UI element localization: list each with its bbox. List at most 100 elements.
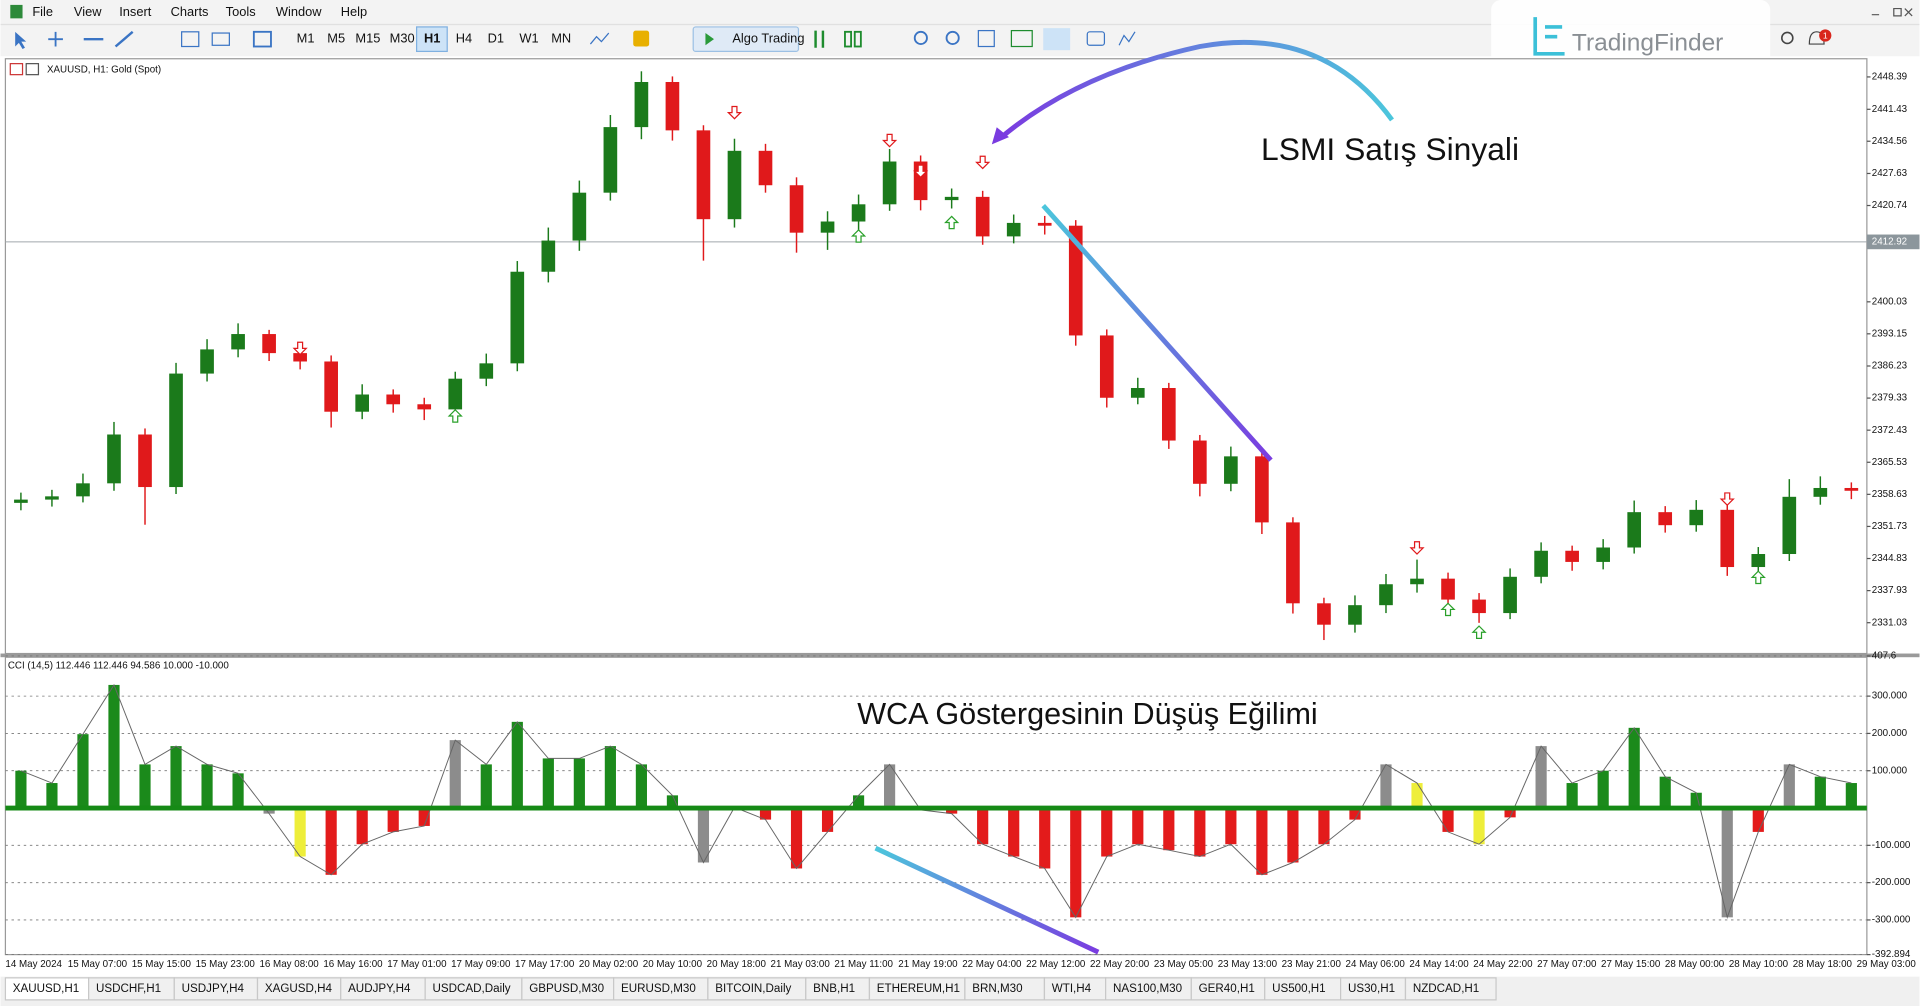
money-tool[interactable] xyxy=(633,30,650,47)
tab-label[interactable]: GER40,H1 xyxy=(1199,982,1255,995)
y-tick-label: 200.000 xyxy=(1872,728,1908,739)
cci-bar xyxy=(1628,727,1640,809)
cci-bar xyxy=(1163,808,1175,851)
y-tick-label: 2331.03 xyxy=(1872,617,1908,628)
x-tick-label: 20 May 18:00 xyxy=(707,959,767,970)
timeframe-button[interactable]: M5 xyxy=(327,31,345,46)
cci-bar xyxy=(325,808,337,875)
cci-bar xyxy=(77,734,89,809)
sell-signal xyxy=(1719,492,1735,507)
tab-label[interactable]: XAGUSD,H4 xyxy=(265,982,333,995)
cci-bar xyxy=(821,808,834,832)
tab-label[interactable]: US30,H1 xyxy=(1348,982,1395,995)
notification-count: 1 xyxy=(1823,30,1828,40)
cci-bar xyxy=(201,764,213,809)
object-tool[interactable] xyxy=(252,30,272,48)
menu-item[interactable]: Tools xyxy=(226,4,256,19)
indicator-tool[interactable] xyxy=(589,32,610,45)
candle-body xyxy=(758,150,773,186)
sell-signal xyxy=(913,164,929,179)
y-tick-label: -200.000 xyxy=(1872,877,1911,888)
x-tick-label: 16 May 16:00 xyxy=(323,959,383,970)
menu-item[interactable]: File xyxy=(32,4,53,19)
cci-bar xyxy=(263,808,275,814)
grid-tool[interactable] xyxy=(977,29,995,48)
screenshot-tool[interactable] xyxy=(1086,31,1106,46)
tab-label[interactable]: AUDJPY,H4 xyxy=(348,982,411,995)
cci-bar xyxy=(1287,808,1299,863)
cci-bar xyxy=(170,746,182,809)
bar-chart-tool[interactable] xyxy=(814,30,825,48)
x-tick-label: 17 May 01:00 xyxy=(387,959,447,970)
candle-body xyxy=(107,434,121,484)
trendline-tool[interactable] xyxy=(114,30,134,48)
cci-bar xyxy=(1256,808,1268,875)
tab-label[interactable]: ETHEREUM,H1 xyxy=(877,982,960,995)
toolbar: M1 M5 M15 M30 H1 H4 D1 W1 MN xyxy=(15,7,1913,53)
shapes-tool[interactable] xyxy=(211,32,230,46)
y-tick-label: -300.000 xyxy=(1872,915,1911,926)
tab-label[interactable]: NAS100,M30 xyxy=(1113,982,1182,995)
cci-bar xyxy=(852,795,865,809)
templates-tool[interactable] xyxy=(1118,31,1136,46)
timeframe-button[interactable]: M30 xyxy=(390,31,415,46)
tab-label[interactable]: USDJPY,H4 xyxy=(182,982,245,995)
tab[interactable] xyxy=(1404,977,1497,1001)
tab-label[interactable]: GBPUSD,M30 xyxy=(529,982,604,995)
candle-tool[interactable] xyxy=(853,30,862,48)
tab-label[interactable]: XAUUSD,H1 xyxy=(13,982,79,995)
candle-body xyxy=(1813,487,1828,497)
tab-label[interactable]: NZDCAD,H1 xyxy=(1413,982,1479,995)
autoscroll-tool[interactable] xyxy=(1043,28,1071,51)
candle-body xyxy=(1658,512,1673,526)
timeframe-button[interactable]: M1 xyxy=(297,31,315,46)
window-controls[interactable] xyxy=(1871,7,1913,17)
cci-bar xyxy=(46,783,58,809)
tab-label[interactable]: BITCOIN,Daily xyxy=(715,982,791,995)
cci-bar xyxy=(635,764,647,809)
x-tick-label: 17 May 09:00 xyxy=(451,959,511,970)
x-tick-label: 22 May 04:00 xyxy=(962,959,1022,970)
algo-trading-label[interactable]: Algo Trading xyxy=(732,31,804,46)
tab-label[interactable]: USDCHF,H1 xyxy=(96,982,161,995)
zoom-in[interactable] xyxy=(913,30,928,45)
candle-body xyxy=(1224,456,1238,484)
tab-label[interactable]: BNB,H1 xyxy=(813,982,855,995)
x-tick-label: 21 May 03:00 xyxy=(771,959,831,970)
menu-item[interactable]: Charts xyxy=(171,4,209,19)
x-tick-label: 15 May 15:00 xyxy=(132,959,192,970)
menu-item[interactable]: Insert xyxy=(119,4,152,19)
cci-bar xyxy=(1442,808,1454,832)
buy-signal xyxy=(850,229,867,243)
buy-signal xyxy=(1471,625,1487,639)
menu-item[interactable]: Window xyxy=(276,4,322,19)
candle-body xyxy=(696,130,711,220)
timeframe-button[interactable]: H1 xyxy=(424,31,440,46)
search-icon[interactable] xyxy=(1781,31,1794,45)
cursor-tool[interactable] xyxy=(15,31,27,49)
tab-label[interactable]: US500,H1 xyxy=(1272,982,1326,995)
candle-body xyxy=(417,404,432,410)
menu-item[interactable]: Help xyxy=(341,4,367,19)
x-tick-label: 17 May 17:00 xyxy=(515,959,575,970)
cci-bar xyxy=(1101,808,1113,857)
tab-label[interactable]: USDCAD,Daily xyxy=(433,982,511,995)
crosshair-tool[interactable] xyxy=(48,31,63,47)
tab-label[interactable]: WTI,H4 xyxy=(1052,982,1092,995)
tab-label[interactable]: EURUSD,M30 xyxy=(621,982,696,995)
y-tick-label: 100.000 xyxy=(1872,765,1908,776)
candle-tool[interactable] xyxy=(844,30,852,48)
algo-trading-button[interactable] xyxy=(692,26,800,53)
candle-body xyxy=(1627,512,1642,548)
channel-tool[interactable] xyxy=(181,31,200,48)
menu-item[interactable]: View xyxy=(74,4,102,19)
timeframe-button[interactable]: M15 xyxy=(355,31,380,46)
zoom-out[interactable] xyxy=(945,30,960,45)
timeframe-button[interactable]: MN xyxy=(551,31,571,46)
timeframe-button[interactable]: D1 xyxy=(488,31,504,46)
notification-badge xyxy=(1819,29,1832,42)
timeframe-button[interactable]: W1 xyxy=(519,31,538,46)
timeframe-button[interactable]: H4 xyxy=(456,31,472,46)
tab-label[interactable]: BRN,M30 xyxy=(972,982,1022,995)
scroll-tool[interactable] xyxy=(1010,29,1033,48)
